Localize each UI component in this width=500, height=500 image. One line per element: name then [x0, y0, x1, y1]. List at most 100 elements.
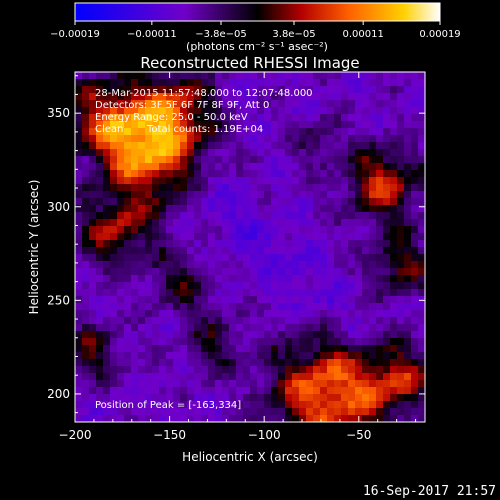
heatmap-cell: [82, 79, 90, 87]
heatmap-cell: [376, 114, 384, 122]
heatmap-cell: [355, 366, 363, 374]
heatmap-cell: [327, 268, 335, 276]
heatmap-cell: [334, 359, 342, 367]
heatmap-cell: [103, 86, 111, 94]
heatmap-cell: [285, 212, 293, 220]
heatmap-cell: [292, 114, 300, 122]
heatmap-cell: [390, 254, 398, 262]
heatmap-cell: [327, 149, 335, 157]
heatmap-cell: [201, 387, 209, 395]
heatmap-cell: [292, 240, 300, 248]
heatmap-cell: [145, 338, 153, 346]
heatmap-cell: [411, 79, 419, 87]
heatmap-cell: [131, 401, 139, 409]
heatmap-cell: [159, 212, 167, 220]
heatmap-cell: [201, 310, 209, 318]
heatmap-cell: [96, 219, 104, 227]
heatmap-cell: [187, 275, 195, 283]
heatmap-cell: [271, 366, 279, 374]
heatmap-cell: [236, 72, 244, 80]
heatmap-cell: [418, 149, 426, 157]
heatmap-cell: [327, 114, 335, 122]
heatmap-cell: [236, 387, 244, 395]
heatmap-cell: [117, 191, 125, 199]
heatmap-cell: [117, 128, 125, 136]
heatmap-cell: [173, 191, 181, 199]
heatmap-cell: [292, 226, 300, 234]
heatmap-cell: [278, 233, 286, 241]
heatmap-cell: [376, 345, 384, 353]
heatmap-cell: [236, 303, 244, 311]
heatmap-cell: [89, 233, 97, 241]
heatmap-cell: [124, 289, 132, 297]
heatmap-cell: [348, 198, 356, 206]
heatmap-cell: [96, 380, 104, 388]
heatmap-cell: [187, 226, 195, 234]
heatmap-cell: [320, 254, 328, 262]
heatmap-cell: [82, 401, 90, 409]
heatmap-cell: [152, 191, 160, 199]
heatmap-cell: [362, 198, 370, 206]
heatmap-cell: [299, 282, 307, 290]
heatmap-cell: [264, 247, 272, 255]
heatmap-cell: [404, 135, 412, 143]
heatmap-cell: [369, 219, 377, 227]
heatmap-cell: [236, 135, 244, 143]
heatmap-cell: [285, 247, 293, 255]
heatmap-cell: [229, 198, 237, 206]
heatmap-cell: [110, 310, 118, 318]
heatmap-cell: [187, 198, 195, 206]
heatmap-cell: [278, 219, 286, 227]
heatmap-cell: [236, 289, 244, 297]
heatmap-cell: [201, 72, 209, 80]
heatmap-cell: [369, 142, 377, 150]
heatmap-cell: [194, 212, 202, 220]
heatmap-cell: [145, 226, 153, 234]
heatmap-cell: [152, 156, 160, 164]
colorbar-tick-label: −0.00019: [50, 29, 100, 40]
heatmap-cell: [131, 345, 139, 353]
heatmap-cell: [243, 317, 251, 325]
heatmap-cell: [278, 352, 286, 360]
heatmap-cell: [75, 247, 83, 255]
heatmap-cell: [341, 254, 349, 262]
heatmap-cell: [110, 184, 118, 192]
heatmap-cell: [208, 345, 216, 353]
heatmap-cell: [215, 240, 223, 248]
heatmap-cell: [250, 72, 258, 80]
heatmap-cell: [320, 240, 328, 248]
heatmap-cell: [418, 373, 426, 381]
heatmap-cell: [103, 184, 111, 192]
heatmap-cell: [152, 359, 160, 367]
heatmap-cell: [229, 163, 237, 171]
heatmap-cell: [110, 338, 118, 346]
heatmap-cell: [75, 191, 83, 199]
heatmap-cell: [117, 135, 125, 143]
heatmap-cell: [313, 415, 321, 423]
heatmap-cell: [194, 282, 202, 290]
heatmap-cell: [110, 240, 118, 248]
heatmap-cell: [124, 282, 132, 290]
heatmap-cell: [131, 142, 139, 150]
heatmap-cell: [355, 79, 363, 87]
heatmap-cell: [208, 387, 216, 395]
heatmap-cell: [348, 380, 356, 388]
heatmap-cell: [187, 142, 195, 150]
heatmap-cell: [124, 219, 132, 227]
heatmap-cell: [208, 128, 216, 136]
heatmap-cell: [264, 345, 272, 353]
heatmap-cell: [166, 380, 174, 388]
heatmap-cell: [173, 268, 181, 276]
heatmap-cell: [271, 324, 279, 332]
heatmap-cell: [173, 163, 181, 171]
heatmap-cell: [313, 380, 321, 388]
heatmap-cell: [187, 205, 195, 213]
heatmap-cell: [145, 317, 153, 325]
heatmap-cell: [124, 366, 132, 374]
heatmap-cell: [348, 331, 356, 339]
heatmap-cell: [341, 142, 349, 150]
heatmap-cell: [264, 303, 272, 311]
heatmap-cell: [327, 240, 335, 248]
heatmap-cell: [208, 107, 216, 115]
heatmap-cell: [243, 401, 251, 409]
